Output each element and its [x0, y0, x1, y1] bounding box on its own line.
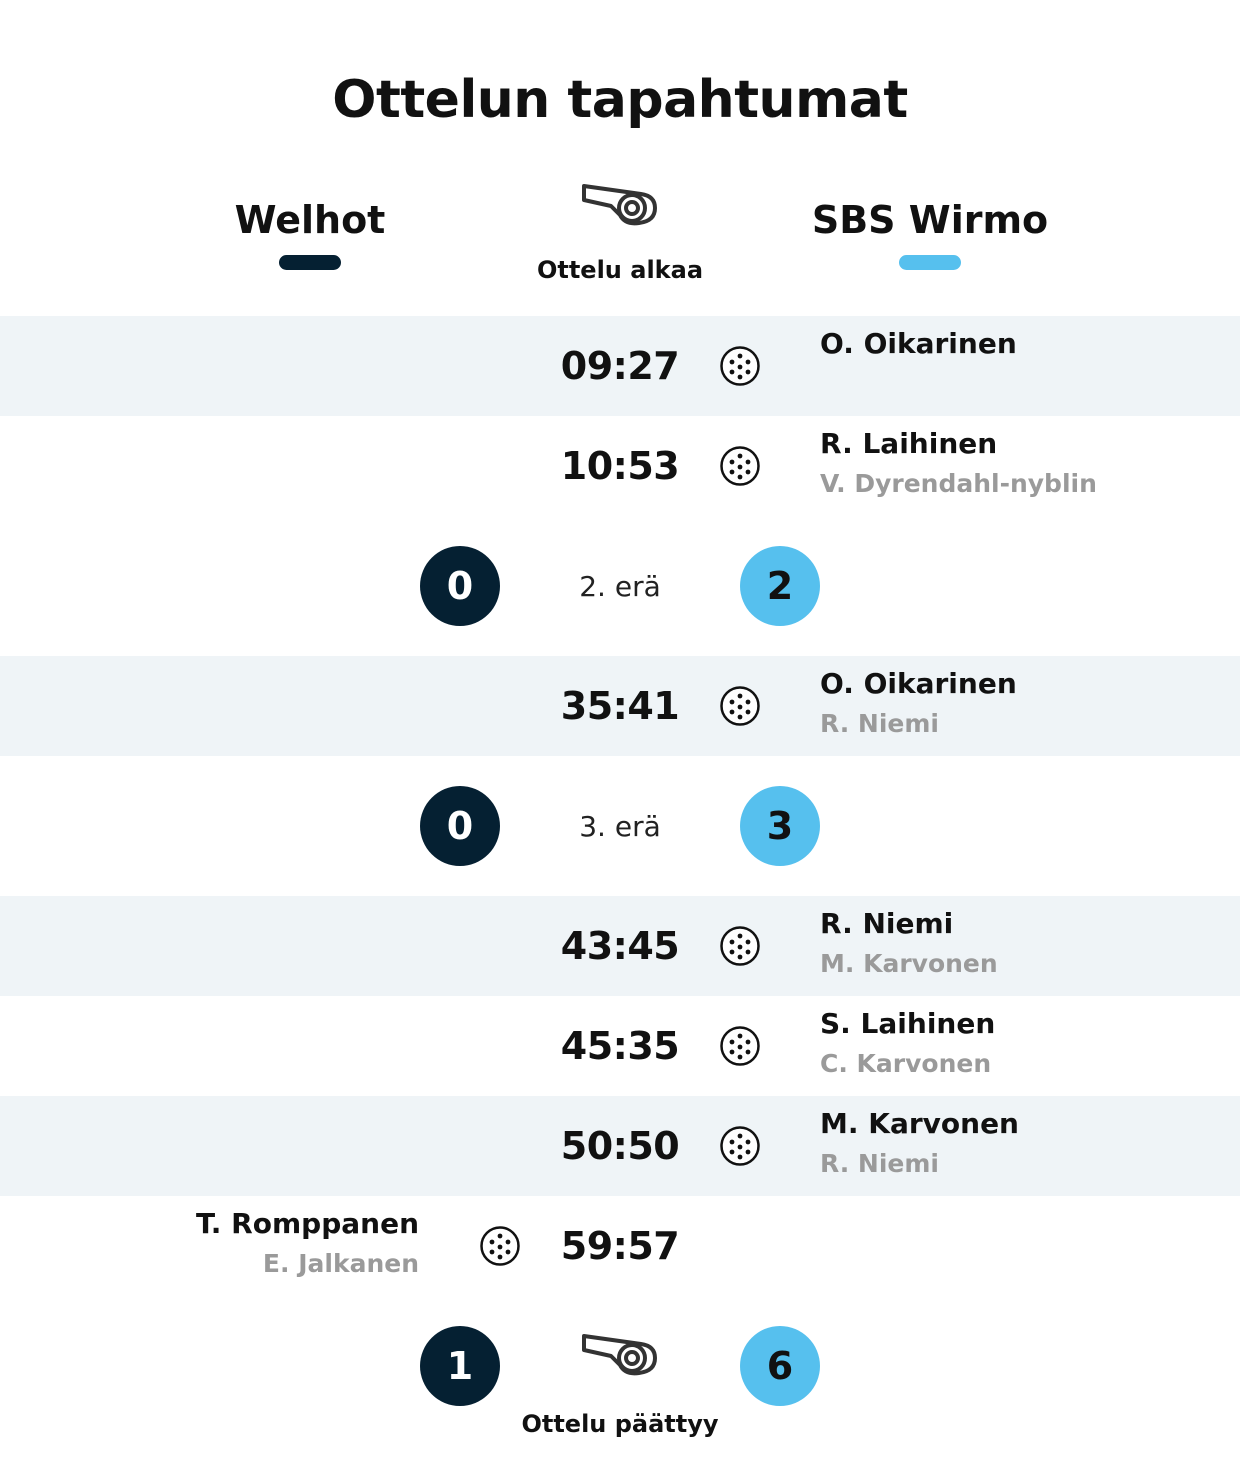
whistle-icon: [581, 1333, 659, 1377]
event-assist: R. Niemi: [820, 1149, 939, 1178]
event-scorer: R. Niemi: [820, 907, 954, 940]
match-end-label: Ottelu päättyy: [521, 1410, 719, 1438]
event-row: 35:41 O. Oikarinen R. Niemi: [0, 656, 1240, 756]
event-row: 43:45 R. Niemi M. Karvonen: [0, 896, 1240, 996]
floorball-icon: [719, 925, 761, 967]
floorball-icon: [479, 1225, 521, 1267]
event-time: 43:45: [560, 924, 680, 968]
event-scorer: O. Oikarinen: [820, 327, 1017, 360]
period-label: 2. erä: [579, 570, 661, 603]
event-time: 50:50: [560, 1124, 680, 1168]
event-row: 50:50 M. Karvonen R. Niemi: [0, 1096, 1240, 1196]
floorball-icon: [719, 685, 761, 727]
floorball-icon: [719, 1125, 761, 1167]
event-time: 35:41: [560, 684, 680, 728]
final-score-row: 1 6: [0, 1306, 1240, 1426]
away-score-badge: 2: [740, 546, 820, 626]
home-team-color-bar: [279, 255, 341, 270]
away-team-name: SBS Wirmo: [811, 198, 1049, 242]
period-score-row: 0 2. erä 2: [0, 526, 1240, 646]
event-scorer: R. Laihinen: [820, 427, 998, 460]
floorball-icon: [719, 445, 761, 487]
event-assist: E. Jalkanen: [262, 1249, 419, 1278]
event-row: 45:35 S. Laihinen C. Karvonen: [0, 996, 1240, 1096]
event-scorer: M. Karvonen: [820, 1107, 1019, 1140]
away-final-score-badge: 6: [740, 1326, 820, 1406]
away-team-color-bar: [899, 255, 961, 270]
period-score-row: 0 3. erä 3: [0, 766, 1240, 886]
floorball-icon: [719, 345, 761, 387]
period-label: 3. erä: [579, 810, 661, 843]
home-score-badge: 0: [420, 786, 500, 866]
home-final-score-badge: 1: [420, 1326, 500, 1406]
home-score-badge: 0: [420, 546, 500, 626]
event-scorer: T. Romppanen: [195, 1207, 419, 1240]
event-assist: M. Karvonen: [820, 949, 998, 978]
event-assist: R. Niemi: [820, 709, 939, 738]
page-title: Ottelun tapahtumat: [332, 70, 908, 130]
event-scorer: O. Oikarinen: [820, 667, 1017, 700]
floorball-icon: [719, 1025, 761, 1067]
home-team-name: Welhot: [234, 198, 386, 242]
match-start-label: Ottelu alkaa: [536, 256, 704, 284]
event-assist: V. Dyrendahl-nyblin: [820, 469, 1097, 498]
event-scorer: S. Laihinen: [820, 1007, 996, 1040]
event-row: T. Romppanen E. Jalkanen 59:57: [0, 1196, 1240, 1296]
event-time: 10:53: [560, 444, 680, 488]
event-row: 10:53 R. Laihinen V. Dyrendahl-nyblin: [0, 416, 1240, 516]
event-assist: C. Karvonen: [820, 1049, 992, 1078]
event-time: 09:27: [560, 344, 680, 388]
away-score-badge: 3: [740, 786, 820, 866]
event-row: 09:27 O. Oikarinen: [0, 316, 1240, 416]
event-time: 45:35: [560, 1024, 680, 1068]
event-time: 59:57: [560, 1224, 680, 1268]
whistle-icon: [581, 183, 659, 227]
